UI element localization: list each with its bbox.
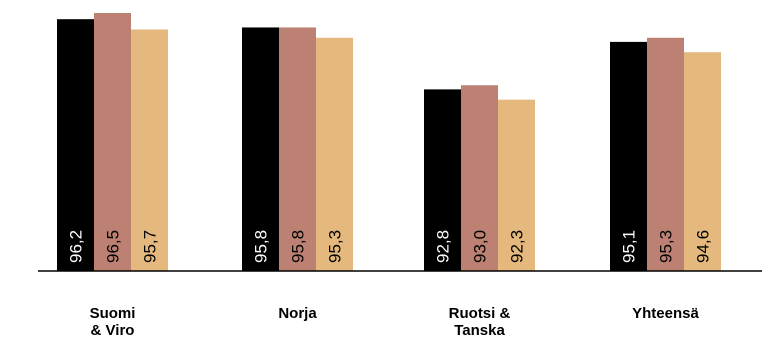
bar-value-label: 94,6 bbox=[694, 230, 713, 263]
category-label: & Viro bbox=[91, 322, 135, 339]
category-label: Yhteensä bbox=[632, 305, 699, 322]
bar-value-label: 95,1 bbox=[620, 230, 639, 263]
bar-value-label: 95,3 bbox=[326, 230, 345, 263]
bar-0-2 bbox=[131, 29, 168, 272]
bar-2-1 bbox=[461, 85, 498, 272]
category-label: Ruotsi & bbox=[449, 305, 511, 322]
bar-value-label: 95,7 bbox=[141, 230, 160, 263]
bar-value-label: 95,8 bbox=[252, 230, 271, 263]
bar-2-2 bbox=[498, 99, 535, 271]
bar-value-label: 96,2 bbox=[67, 230, 86, 263]
bar-0-1 bbox=[94, 13, 131, 271]
category-label: Tanska bbox=[454, 322, 505, 339]
bar-value-label: 92,3 bbox=[508, 230, 527, 263]
bar-1-0 bbox=[242, 27, 279, 272]
bar-1-2 bbox=[316, 37, 353, 271]
category-label: Norja bbox=[278, 305, 317, 322]
bar-3-1 bbox=[647, 37, 684, 271]
bar-value-label: 95,3 bbox=[657, 230, 676, 263]
bar-value-label: 93,0 bbox=[471, 230, 490, 263]
bar-3-0 bbox=[610, 41, 647, 272]
category-labels-layer: Suomi& Viro Norja Ruotsi &Tanska Yhteensä bbox=[90, 305, 700, 339]
bar-value-label: 92,8 bbox=[434, 230, 453, 263]
bar-value-label: 96,5 bbox=[104, 230, 123, 263]
category-label: Suomi bbox=[90, 305, 136, 322]
bar-2-0 bbox=[424, 89, 461, 271]
value-labels-layer: 96,2 96,5 95,7 95,8 95,8 95,3 92,8 93,0 92,3 95,1… bbox=[67, 230, 713, 263]
bar-0-0 bbox=[57, 19, 94, 271]
bar-value-label: 95,8 bbox=[289, 230, 308, 263]
bar-1-1 bbox=[279, 27, 316, 272]
bar-3-2 bbox=[684, 52, 721, 271]
bars-layer bbox=[57, 13, 721, 272]
